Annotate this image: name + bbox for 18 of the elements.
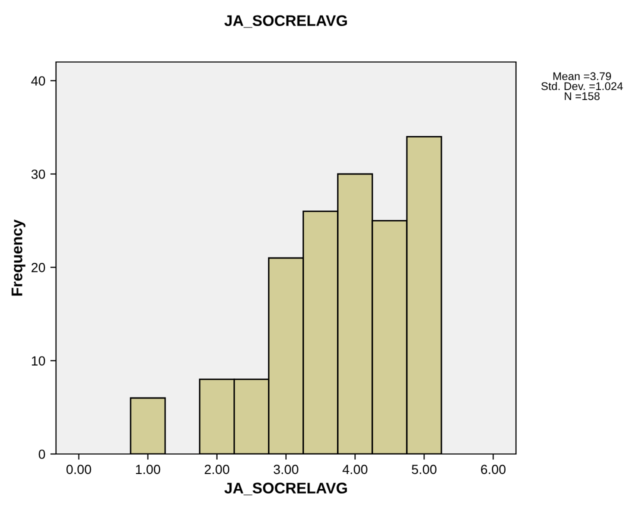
y-tick-label: 0 (38, 450, 46, 459)
y-tick-label: 30 (31, 170, 46, 179)
x-tick-label: 3.00 (274, 464, 298, 474)
x-tick-label: 1.00 (136, 464, 160, 474)
chart-title: JA_SOCRELAVG (224, 15, 347, 28)
text: Std. Dev. =1.024 (541, 82, 623, 90)
y-tick-label: 10 (32, 356, 46, 366)
y-axis-title: Frequency (12, 219, 26, 296)
x-axis-title: JA_SOCRELAVG (224, 482, 347, 496)
x-tick-label: 2.00 (204, 464, 230, 474)
text: N =158 (564, 92, 600, 100)
x-tick-label: 5.00 (412, 464, 436, 474)
y-tick-label: 40 (31, 76, 46, 86)
y-tick-label: 20 (32, 262, 46, 272)
x-tick-label: 6.00 (481, 464, 506, 474)
x-tick-label: 0.00 (66, 464, 92, 474)
x-tick-label: 4.00 (342, 464, 368, 474)
text: Mean =3.79 (553, 72, 611, 80)
